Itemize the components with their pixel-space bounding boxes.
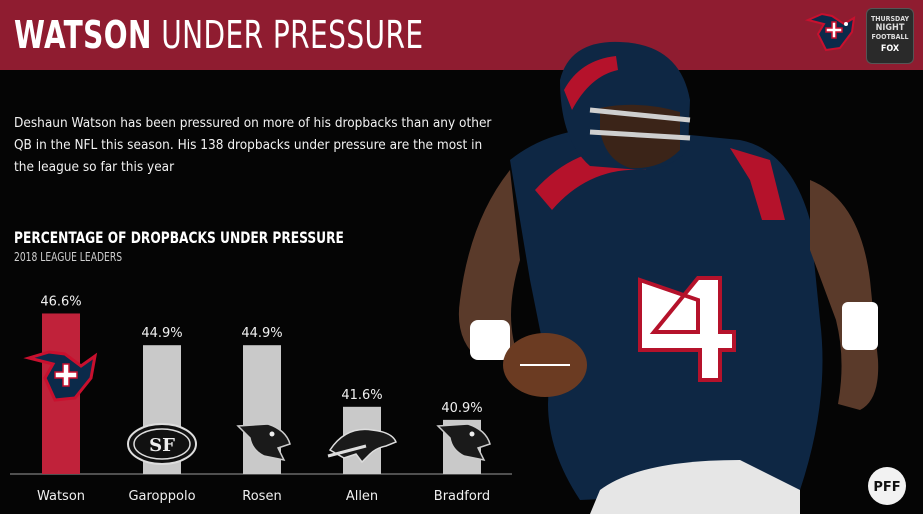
tnf-badge: THURSDAY NIGHT FOOTBALL FOX xyxy=(866,8,914,64)
svg-text:SF: SF xyxy=(149,435,175,456)
intro-text: Deshaun Watson has been pressured on mor… xyxy=(14,115,492,175)
title-rest: UNDER PRESSURE xyxy=(161,13,424,57)
chart-title: PERCENTAGE OF DROPBACKS UNDER PRESSURE xyxy=(14,228,344,247)
texans-logo-icon xyxy=(804,12,856,52)
cardinals-logo-icon xyxy=(436,423,491,462)
cardinals-logo-icon xyxy=(236,423,291,462)
category-label-rosen: Rosen xyxy=(242,489,281,504)
49ers-logo-icon: SF xyxy=(127,423,197,465)
value-label-watson: 46.6% xyxy=(40,294,81,309)
category-label-watson: Watson xyxy=(37,489,85,504)
bills-logo-icon xyxy=(327,428,397,464)
pff-logo-icon: PFF xyxy=(868,467,906,505)
value-label-allen: 41.6% xyxy=(341,388,382,403)
tnf-line4: FOX xyxy=(880,44,900,54)
category-label-allen: Allen xyxy=(346,489,378,504)
tnf-line2: NIGHT xyxy=(875,23,905,33)
value-label-garoppolo: 44.9% xyxy=(141,326,182,341)
player-photo-watson xyxy=(458,41,879,514)
value-label-bradford: 40.9% xyxy=(441,401,482,416)
value-label-rosen: 44.9% xyxy=(241,326,282,341)
chart-subtitle: 2018 LEAGUE LEADERS xyxy=(14,250,123,264)
category-label-bradford: Bradford xyxy=(434,489,490,504)
tnf-line3: FOOTBALL xyxy=(871,33,909,41)
page-title: WATSON UNDER PRESSURE xyxy=(14,12,424,58)
title-banner xyxy=(0,0,923,70)
tnf-line1: THURSDAY xyxy=(870,15,910,23)
texans-logo-icon xyxy=(23,350,98,402)
category-label-garoppolo: Garoppolo xyxy=(128,489,195,504)
pressure-bar-chart: 46.6% Watson 44.9% Garoppolo SF 44.9% Rosen 41.… xyxy=(10,294,512,504)
title-bold: WATSON xyxy=(14,13,152,57)
pff-logo-text: PFF xyxy=(873,480,900,495)
